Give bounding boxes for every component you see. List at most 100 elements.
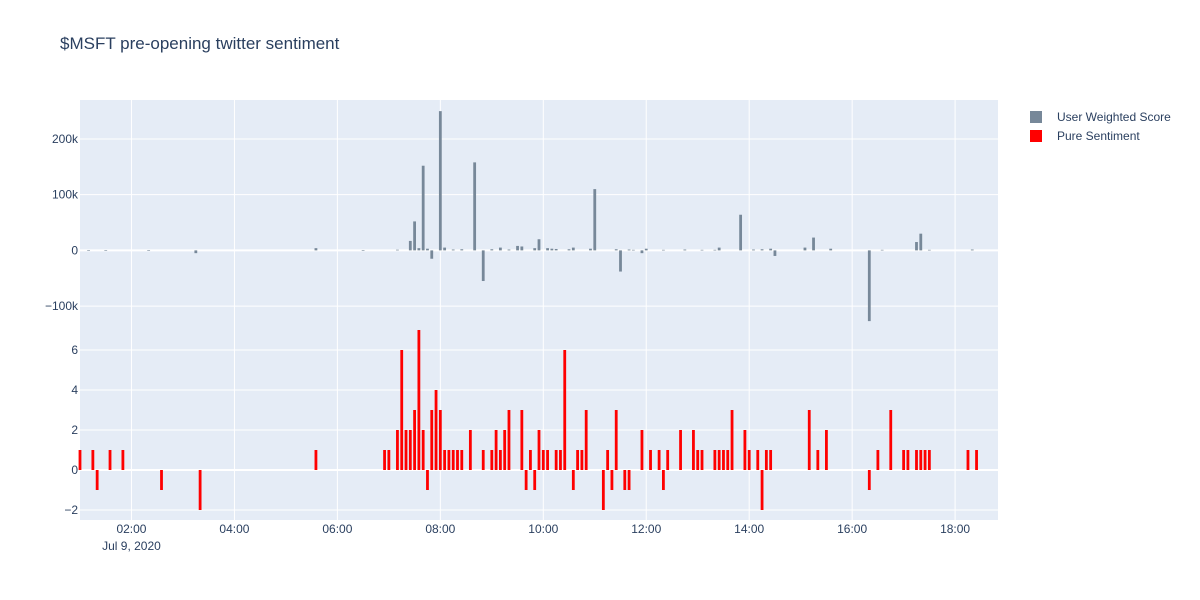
pure-bar[interactable] bbox=[520, 410, 524, 470]
pure-bar[interactable] bbox=[756, 450, 760, 470]
pure-bar[interactable] bbox=[559, 450, 562, 470]
pure-bar[interactable] bbox=[78, 450, 82, 470]
pure-bar[interactable] bbox=[160, 470, 163, 490]
weighted-bar[interactable] bbox=[700, 249, 704, 251]
weighted-bar[interactable] bbox=[361, 250, 365, 251]
pure-bar[interactable] bbox=[614, 410, 618, 470]
weighted-bar[interactable] bbox=[314, 248, 318, 251]
pure-bar[interactable] bbox=[537, 430, 541, 470]
pure-bar[interactable] bbox=[443, 450, 447, 470]
weighted-bar[interactable] bbox=[927, 249, 931, 251]
weighted-bar[interactable] bbox=[631, 249, 635, 251]
pure-bar[interactable] bbox=[498, 450, 502, 470]
pure-bar[interactable] bbox=[554, 450, 558, 470]
pure-bar[interactable] bbox=[413, 410, 416, 470]
weighted-bar[interactable] bbox=[567, 249, 571, 251]
weighted-bar[interactable] bbox=[516, 245, 519, 251]
pure-bar[interactable] bbox=[533, 470, 537, 490]
pure-bar[interactable] bbox=[610, 470, 614, 490]
pure-bar[interactable] bbox=[447, 450, 451, 470]
pure-bar[interactable] bbox=[730, 410, 734, 470]
pure-bar[interactable] bbox=[387, 450, 391, 470]
pure-bar[interactable] bbox=[546, 450, 549, 470]
pure-bar[interactable] bbox=[481, 450, 485, 470]
weighted-bar[interactable] bbox=[829, 248, 833, 251]
weighted-bar[interactable] bbox=[417, 248, 421, 251]
weighted-bar[interactable] bbox=[554, 248, 558, 251]
weighted-bar[interactable] bbox=[713, 249, 717, 251]
pure-bar[interactable] bbox=[902, 450, 906, 470]
pure-bar[interactable] bbox=[692, 430, 695, 470]
pure-bar[interactable] bbox=[726, 450, 730, 470]
weighted-bar[interactable] bbox=[408, 240, 412, 251]
weighted-bar[interactable] bbox=[619, 250, 622, 272]
pure-bar[interactable] bbox=[571, 470, 575, 490]
pure-bar[interactable] bbox=[396, 430, 399, 470]
weighted-bar[interactable] bbox=[147, 250, 151, 251]
weighted-bar[interactable] bbox=[104, 250, 108, 251]
weighted-bar[interactable] bbox=[867, 250, 871, 322]
weighted-bar[interactable] bbox=[520, 246, 524, 251]
pure-bar[interactable] bbox=[580, 450, 584, 470]
weighted-bar[interactable] bbox=[614, 249, 618, 251]
weighted-bar[interactable] bbox=[550, 248, 554, 251]
weighted-bar[interactable] bbox=[970, 249, 974, 251]
pure-bar[interactable] bbox=[700, 450, 704, 470]
pure-bar[interactable] bbox=[906, 450, 910, 470]
weighted-bar[interactable] bbox=[194, 250, 198, 254]
pure-bar[interactable] bbox=[623, 470, 627, 490]
pure-bar[interactable] bbox=[434, 390, 438, 470]
pure-bar[interactable] bbox=[722, 450, 725, 470]
weighted-bar[interactable] bbox=[593, 189, 597, 251]
weighted-bar[interactable] bbox=[481, 250, 485, 282]
pure-bar[interactable] bbox=[314, 450, 318, 470]
weighted-bar[interactable] bbox=[507, 249, 511, 251]
pure-bar[interactable] bbox=[713, 450, 717, 470]
weighted-bar[interactable] bbox=[460, 249, 464, 251]
weighted-bar[interactable] bbox=[640, 250, 644, 254]
pure-bar[interactable] bbox=[867, 470, 871, 490]
weighted-bar[interactable] bbox=[490, 249, 494, 251]
pure-bar[interactable] bbox=[889, 410, 893, 470]
weighted-bar[interactable] bbox=[421, 165, 425, 251]
weighted-bar[interactable] bbox=[773, 250, 777, 256]
weighted-bar[interactable] bbox=[769, 248, 773, 251]
weighted-bar[interactable] bbox=[717, 247, 721, 251]
pure-bar[interactable] bbox=[606, 450, 610, 470]
pure-bar[interactable] bbox=[438, 410, 442, 470]
weighted-bar[interactable] bbox=[919, 233, 923, 251]
pure-bar[interactable] bbox=[468, 430, 472, 470]
pure-bar[interactable] bbox=[383, 450, 386, 470]
pure-bar[interactable] bbox=[417, 330, 421, 470]
pure-bar[interactable] bbox=[503, 430, 507, 470]
weighted-bar[interactable] bbox=[473, 162, 477, 251]
weighted-bar[interactable] bbox=[880, 249, 884, 251]
pure-bar[interactable] bbox=[966, 450, 970, 470]
pure-bar[interactable] bbox=[640, 430, 644, 470]
pure-bar[interactable] bbox=[529, 450, 532, 470]
pure-bar[interactable] bbox=[108, 450, 112, 470]
pure-bar[interactable] bbox=[649, 450, 652, 470]
pure-bar[interactable] bbox=[430, 410, 434, 470]
pure-bar[interactable] bbox=[584, 410, 588, 470]
pure-bar[interactable] bbox=[400, 350, 404, 470]
pure-bar[interactable] bbox=[923, 450, 927, 470]
weighted-bar[interactable] bbox=[627, 249, 631, 251]
pure-bar[interactable] bbox=[876, 450, 880, 470]
weighted-bar[interactable] bbox=[537, 239, 541, 251]
pure-bar[interactable] bbox=[563, 350, 567, 470]
pure-bar[interactable] bbox=[764, 450, 768, 470]
pure-bar[interactable] bbox=[666, 450, 670, 470]
pure-bar[interactable] bbox=[975, 450, 978, 470]
weighted-bar[interactable] bbox=[915, 242, 918, 251]
pure-bar[interactable] bbox=[717, 450, 721, 470]
pure-bar[interactable] bbox=[627, 470, 631, 490]
weighted-bar[interactable] bbox=[533, 248, 537, 251]
weighted-bar[interactable] bbox=[87, 250, 90, 251]
weighted-bar[interactable] bbox=[546, 248, 549, 251]
legend-item-user-weighted-score[interactable]: User Weighted Score bbox=[1030, 107, 1171, 126]
pure-bar[interactable] bbox=[657, 450, 661, 470]
pure-bar[interactable] bbox=[743, 430, 747, 470]
weighted-bar[interactable] bbox=[760, 249, 764, 251]
pure-bar[interactable] bbox=[198, 470, 202, 510]
